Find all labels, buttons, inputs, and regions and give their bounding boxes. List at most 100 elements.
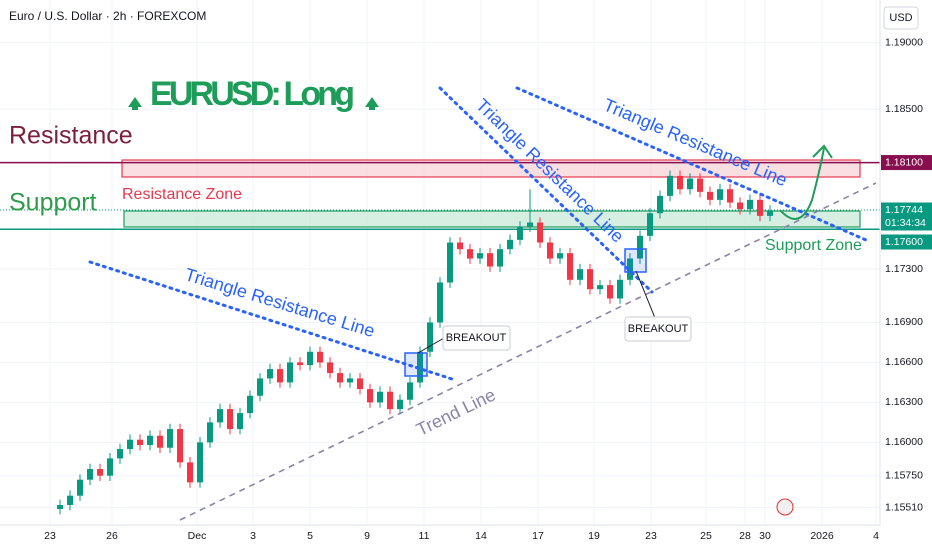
- callout-line: [417, 337, 445, 354]
- candle-body: [217, 409, 223, 423]
- candle-body: [307, 351, 313, 366]
- candle-body: [187, 462, 193, 483]
- candle-body: [577, 269, 583, 280]
- triangle-line: [515, 86, 868, 242]
- y-tick-label: 1.16900: [885, 316, 923, 328]
- x-tick-label: 11: [419, 530, 430, 542]
- candle-body: [317, 351, 323, 363]
- x-tick-label: 4: [873, 530, 879, 542]
- breakout-label: BREAKOUT: [628, 323, 689, 335]
- grid: [0, 0, 880, 525]
- currency-box: [883, 6, 919, 30]
- candle-body: [697, 178, 703, 192]
- candles: [57, 170, 773, 515]
- callout: [442, 325, 511, 351]
- candle-body: [457, 242, 463, 250]
- flag-icon: [776, 498, 794, 516]
- candle-body: [157, 435, 163, 448]
- candle-body: [137, 439, 143, 446]
- candle-body: [337, 373, 343, 383]
- candle-body: [637, 235, 643, 259]
- y-tick-label: 1.16000: [885, 436, 923, 448]
- price-tag: [881, 234, 932, 250]
- candle-body: [727, 189, 733, 203]
- candle-body: [147, 435, 153, 446]
- candle-body: [247, 395, 253, 414]
- price-axis: [880, 0, 932, 550]
- candle-body: [657, 195, 663, 214]
- candle-body: [57, 505, 63, 510]
- candle-body: [197, 442, 203, 483]
- candle-body: [547, 242, 553, 259]
- callout-line: [635, 270, 656, 319]
- callout: [624, 316, 692, 342]
- breakout-box: [624, 248, 647, 273]
- x-tick-label: 19: [588, 530, 600, 542]
- candle-body: [77, 479, 83, 496]
- candle-body: [107, 458, 113, 476]
- candle-body: [707, 191, 713, 200]
- zone-label: Support Zone: [765, 237, 862, 254]
- zone-label: Resistance Zone: [122, 186, 242, 203]
- candle-body: [447, 242, 453, 283]
- x-tick-label: 3: [250, 530, 256, 542]
- resistance-zone: [121, 159, 861, 178]
- currency: USD: [889, 12, 912, 24]
- candle-body: [667, 175, 673, 196]
- candle-body: [587, 269, 593, 290]
- candle-body: [647, 213, 653, 236]
- y-tick-label: 1.18500: [885, 103, 923, 115]
- arrow-head: [812, 144, 833, 159]
- candle-body: [437, 282, 443, 323]
- candle-body: [97, 469, 103, 476]
- triangle-line: [438, 86, 654, 294]
- candle-body: [557, 253, 563, 259]
- resistance-label: Resistance: [9, 122, 133, 150]
- trend-line: [179, 182, 877, 521]
- candle-body: [597, 285, 603, 290]
- x-tick-label: 26: [106, 530, 118, 542]
- candle-body: [207, 422, 213, 443]
- price-tag-label: 1.18100: [885, 156, 923, 168]
- candle-body: [367, 389, 373, 403]
- up-icon: [128, 97, 142, 110]
- x-tick-label: 23: [645, 530, 657, 542]
- candle-body: [757, 199, 763, 216]
- x-tick-label: 23: [44, 530, 56, 542]
- up-icon: [365, 97, 379, 110]
- x-tick-label: Dec: [188, 530, 207, 542]
- symbol-title: Euro / U.S. Dollar · 2h · FOREXCOM: [9, 9, 206, 23]
- triangle-line: [88, 260, 457, 382]
- y-tick-label: 1.19000: [885, 36, 923, 48]
- x-tick-label: 5: [307, 530, 313, 542]
- candle-body: [537, 222, 543, 243]
- price-tag: [881, 202, 932, 231]
- x-tick-label: 14: [475, 530, 487, 542]
- candle-body: [67, 495, 73, 506]
- y-tick-label: 1.17300: [885, 263, 923, 275]
- candle-body: [497, 249, 503, 267]
- candle-body: [357, 378, 363, 390]
- candle-body: [127, 439, 133, 450]
- candle-body: [407, 382, 413, 400]
- y-tick-label: 1.15510: [885, 501, 923, 513]
- candle-body: [677, 175, 683, 190]
- x-tick-label: 2026: [810, 530, 834, 542]
- candle-body: [717, 189, 723, 200]
- candle-body: [277, 369, 283, 383]
- candle-body: [477, 253, 483, 259]
- candle-body: [287, 362, 293, 383]
- axes: 1.19000 1.18500 1.17300 1.16900 1.16600 1.163…: [44, 36, 932, 542]
- x-tick-label: 30: [759, 530, 771, 542]
- candle-body: [687, 178, 693, 190]
- price-tag-label: 1.17600: [885, 236, 923, 248]
- candle-body: [747, 199, 753, 210]
- candle-body: [327, 362, 333, 374]
- y-tick-label: 1.15750: [885, 469, 923, 481]
- candle-body: [567, 253, 573, 280]
- y-tick-label: 1.16300: [885, 396, 923, 408]
- candle-body: [607, 285, 613, 299]
- candle-body: [347, 378, 353, 383]
- candle-body: [227, 409, 233, 430]
